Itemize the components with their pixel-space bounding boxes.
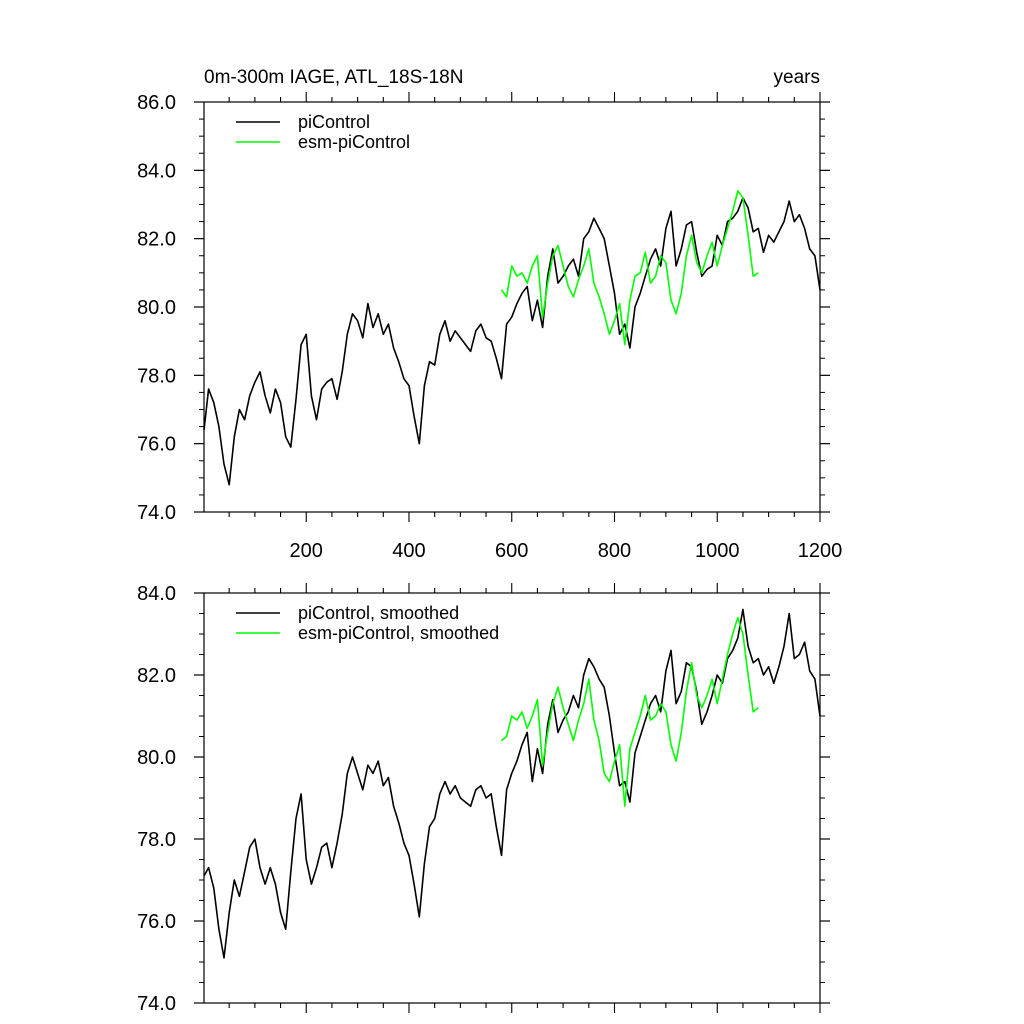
legend-label: esm-piControl	[298, 132, 410, 152]
legend-label: piControl, smoothed	[298, 603, 459, 623]
series-line-esm-picontrol	[500, 190, 759, 346]
x-tick-label: 400	[392, 540, 425, 562]
chart-title: 0m-300m IAGE, ATL_18S-18N	[204, 67, 463, 88]
x-tick-label: 1200	[798, 540, 843, 562]
series-line-esm-picontrol	[500, 616, 759, 807]
x-tick-label: 800	[598, 540, 631, 562]
top-panel-frame	[203, 101, 821, 513]
bottom-panel-lines	[203, 608, 821, 959]
y-tick-label: 82.0	[137, 665, 176, 687]
legend-label: piControl	[298, 112, 370, 132]
y-tick-label: 84.0	[137, 583, 176, 605]
x-tick-label: 200	[290, 540, 323, 562]
top-panel-lines	[203, 190, 821, 486]
series-line-picontrol	[203, 196, 821, 486]
top-panel-ticks: 74.0 76.0 78.0 80.0 82.0 84.0 86.0 200 400 600 800…	[137, 92, 842, 562]
y-tick-label: 84.0	[137, 160, 176, 182]
y-tick-label: 86.0	[137, 92, 176, 114]
y-tick-label: 74.0	[137, 502, 176, 524]
series-line-picontrol	[203, 608, 821, 959]
y-tick-label: 74.0	[137, 993, 176, 1015]
y-tick-label: 82.0	[137, 229, 176, 251]
y-tick-label: 80.0	[137, 747, 176, 769]
y-tick-label: 76.0	[137, 911, 176, 933]
y-tick-label: 78.0	[137, 365, 176, 387]
x-axis-unit-label: years	[774, 67, 820, 88]
y-tick-label: 78.0	[137, 829, 176, 851]
top-panel: 74.0 76.0 78.0 80.0 82.0 84.0 86.0 200 400 600 800…	[137, 92, 842, 562]
bottom-panel-ticks: 74.0 76.0 78.0 80.0 82.0 84.0	[137, 583, 830, 1015]
legend-label: esm-piControl, smoothed	[298, 623, 499, 643]
y-tick-label: 76.0	[137, 434, 176, 456]
bottom-panel: 74.0 76.0 78.0 80.0 82.0 84.0 piControl, smoo…	[137, 583, 830, 1015]
y-tick-label: 80.0	[137, 297, 176, 319]
x-tick-label: 600	[495, 540, 528, 562]
x-tick-label: 1000	[695, 540, 740, 562]
